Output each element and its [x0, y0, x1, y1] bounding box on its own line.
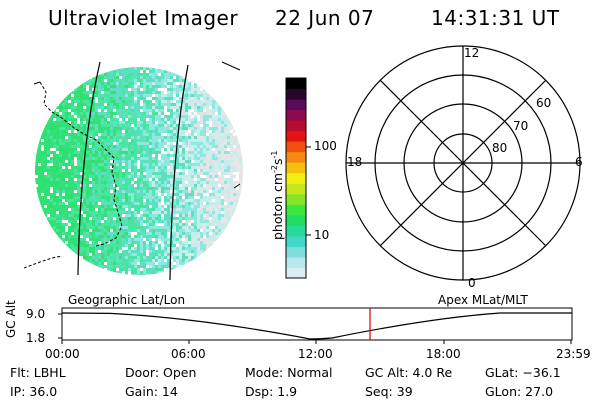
colorbar-cell [286, 120, 306, 132]
timeline-xtick: 23:59 [556, 347, 591, 361]
mlt-label-12: 12 [464, 46, 480, 60]
image-pixels [35, 67, 243, 275]
mlat-label-80: 80 [492, 141, 508, 155]
mlat-label-70: 70 [513, 119, 529, 133]
meridian-line [169, 64, 189, 281]
mode-info: Mode: Normal [245, 365, 333, 380]
seq-info: Seq: 39 [365, 384, 413, 399]
glon-info: GLon: 27.0 [485, 384, 554, 399]
polar-grid [345, 45, 581, 281]
timeline-xtick: 18:00 [426, 347, 461, 361]
colorbar-cell [286, 256, 306, 268]
colorbar-cell [286, 88, 306, 100]
timeline-ytick: 1.8 [26, 331, 46, 345]
colorbar-cell [286, 172, 306, 184]
dsp-info: Dsp: 1.9 [245, 384, 298, 399]
mlt-label-6: 6 [575, 155, 583, 169]
colorbar-cell [286, 141, 306, 153]
colorbar-cell [286, 130, 306, 142]
date-label: 22 Jun 07 [275, 6, 375, 30]
colorbar-cell [286, 246, 306, 258]
gain-info: Gain: 14 [125, 384, 178, 399]
timeline-ytick: 9.0 [26, 307, 46, 321]
colorbar-cell [286, 151, 306, 163]
meridian-line [77, 61, 101, 276]
timeline-xtick: 06:00 [171, 347, 206, 361]
gc-alt-info: GC Alt: 4.0 Re [365, 365, 453, 380]
mlt-label-18: 18 [347, 155, 363, 169]
colorbar-cell [286, 99, 306, 111]
mlt-label-0: 0 [468, 276, 476, 290]
colorbar-tick-label: 10 [314, 228, 330, 242]
ip-info: IP: 36.0 [10, 384, 58, 399]
colorbar-cell [286, 183, 306, 195]
colorbar-cell [286, 162, 306, 174]
coastline [233, 183, 241, 189]
mlat-label-60: 60 [536, 96, 552, 110]
filter-info: Flt: LBHL [10, 365, 66, 380]
colorbar-cell [286, 193, 306, 205]
door-info: Door: Open [125, 365, 197, 380]
colorbar-cell [286, 109, 306, 121]
colorbar-cell [286, 225, 306, 237]
colorbar-cell [286, 204, 306, 216]
timeline-xtick: 00:00 [45, 347, 80, 361]
coastline [39, 81, 123, 247]
colorbar [285, 77, 311, 279]
coastline [23, 255, 63, 269]
auroral-image-disk [23, 61, 243, 281]
colorbar-cell [286, 78, 306, 90]
altitude-curve [61, 312, 572, 340]
colorbar-tick-label: 100 [314, 139, 337, 153]
timeline-xtick: 12:00 [298, 347, 333, 361]
colorbar-cell [286, 235, 306, 247]
time-label: 14:31:31 UT [431, 6, 560, 30]
colorbar-unit-label: photon cm-2s-1 [270, 150, 286, 240]
colorbar-cell [286, 267, 306, 279]
colorbar-cell [286, 214, 306, 226]
coastline [33, 81, 41, 85]
polar-coord-label: Apex MLat/MLT [438, 293, 528, 307]
timeline-ylabel: GC Alt [4, 300, 18, 338]
instrument-title: Ultraviolet Imager [48, 6, 239, 30]
glat-info: GLat: −36.1 [485, 365, 561, 380]
timeline-plot [58, 307, 573, 344]
image-coord-label: Geographic Lat/Lon [68, 293, 186, 307]
coastline [221, 61, 241, 71]
